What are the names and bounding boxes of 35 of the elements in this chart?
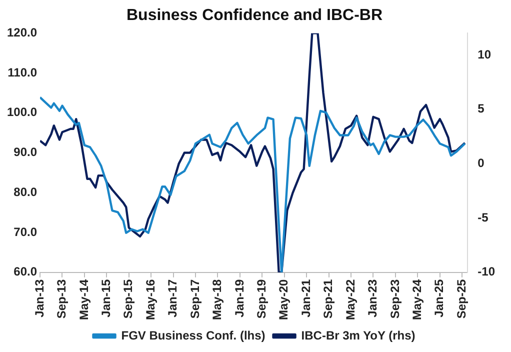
x-tick-label: Jan-13 [32,278,46,318]
x-tick-label: Sep-19 [254,278,268,319]
y-tick-label: 120.0 [7,26,38,40]
y2-tick-label: -5 [478,210,489,224]
x-tick-label: Sep-25 [454,278,468,319]
chart-title: Business Confidence and IBC-BR [126,7,383,24]
x-tick-label: May-16 [143,278,158,320]
x-tick-label: Jan-15 [98,278,113,318]
x-tick-label: Sep-15 [121,278,136,319]
x-tick-label: May-18 [210,278,224,320]
x-tick-label: May-22 [343,278,358,320]
y2-tick-label: 5 [478,102,485,116]
x-tick-label: May-14 [76,278,91,320]
y-tick-label: 90.0 [14,145,38,160]
legend-label: FGV Business Conf. (lhs) [121,328,266,342]
x-tick-label: Jan-25 [432,278,446,318]
x-tick-label: Jan-19 [232,278,246,318]
y2-tick-label: -10 [478,264,496,279]
y-tick-label: 100.0 [7,105,38,120]
y-tick-label: 80.0 [14,184,38,199]
x-tick-label: May-24 [410,278,424,320]
x-tick-label: Sep-17 [188,278,202,319]
x-tick-label: May-20 [276,278,291,320]
x-tick-label: Jan-21 [298,278,313,318]
legend-label: IBC-Br 3m YoY (rhs) [301,328,416,342]
y-tick-label: 110.0 [8,65,38,80]
y-tick-label: 60.0 [14,264,38,279]
y-tick-label: 70.0 [14,224,38,239]
x-tick-label: Jan-23 [366,278,380,318]
x-tick-label: Sep-21 [321,278,336,319]
x-tick-label: Sep-23 [388,278,402,319]
x-tick-label: Jan-17 [166,278,180,318]
y2-tick-label: 10 [478,47,492,62]
y2-tick-label: 0 [478,156,485,170]
x-tick-label: Sep-13 [54,278,69,319]
